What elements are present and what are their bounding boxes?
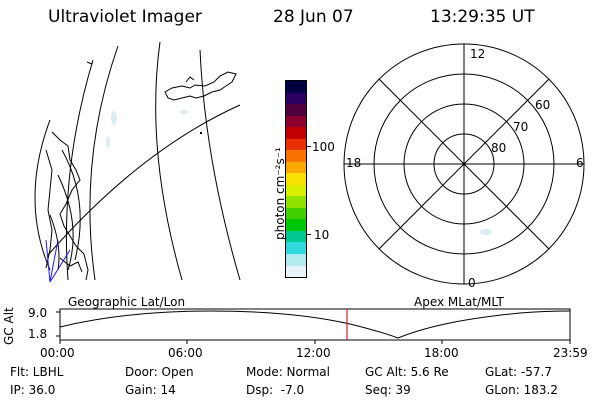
mlt-label-6: 6 [576,156,584,170]
x-tick-1200: 12:00 [296,346,331,360]
mlat-label-70: 70 [513,120,529,134]
colorbar-band [286,207,306,220]
meridian-line [199,49,241,281]
emission-spot [111,111,117,125]
coastline [59,257,83,273]
colorbar-band [286,219,306,231]
x-tick-2359: 23:59 [553,346,588,360]
timeline-left-title: Geographic Lat/Lon [68,295,186,309]
glat-info: GLat: -57.7 [485,365,552,379]
colorbar-band [286,115,306,128]
polar-diagonal [378,78,550,250]
x-tick-0000: 00:00 [40,346,75,360]
meridian-line [65,59,94,281]
coastline [185,76,195,83]
timeline-y-tick-1-8: 1.8 [28,327,48,341]
mlt-label-18: 18 [346,156,362,170]
timeline-frame [59,308,571,341]
mlt-label-12: 12 [470,47,486,61]
colorbar [285,80,307,278]
colorbar-band [286,81,306,93]
colorbar-band [286,265,306,277]
parallel-line [49,214,60,271]
filter-info: Flt: LBHL [10,365,64,379]
meridian-line [89,45,119,281]
x-tick-1800: 18:00 [424,346,459,360]
colorbar-band [286,104,306,116]
colorbar-band [286,196,306,208]
mlat-label-80: 80 [491,141,507,155]
mlat-label-60: 60 [535,98,551,112]
colorbar-band [286,253,306,266]
colorbar-band [286,92,306,105]
parallel-line [47,104,241,256]
colorbar-band [286,173,306,185]
scan-line [49,239,59,283]
edge-arc [86,61,93,65]
mode-info: Mode: Normal [246,365,330,379]
dsp-info: Dsp: -7.0 [246,383,305,397]
colorbar-band [286,184,306,197]
meridian-line [155,41,183,281]
colorbar-band [286,230,306,243]
emission-spot [106,136,110,148]
time-label: 13:29:35 UT [430,7,535,27]
emission-spot [180,110,188,114]
parallel-line [57,174,74,271]
door-info: Door: Open [125,365,194,379]
colorbar-band [286,242,306,254]
colorbar-tick-mark [307,146,311,147]
date-label: 28 Jun 07 [273,7,354,27]
gc-alt-info: GC Alt: 5.6 Re [365,365,449,379]
colorbar-band [286,150,306,162]
colorbar-tick-10: 10 [314,228,330,242]
colorbar-band [286,138,306,151]
glon-info: GLon: 183.2 [485,383,558,397]
colorbar-tick-mark [307,234,311,235]
timeline-y-tick-9: 9.0 [28,306,48,320]
colorbar-band [286,161,306,174]
altitude-curve [59,310,571,339]
x-tick-0600: 06:00 [168,346,203,360]
coastline [45,149,53,269]
gain-info: Gain: 14 [125,383,176,397]
scan-line [45,239,51,283]
emission-spot [480,229,492,235]
mlt-label-0: 0 [468,276,476,290]
land-dot [200,132,202,134]
scan-line [49,249,71,283]
colorbar-tick-100: 100 [312,140,335,154]
ip-info: IP: 36.0 [10,383,56,397]
colorbar-band [286,127,306,139]
coastline [164,71,237,101]
seq-info: Seq: 39 [365,383,411,397]
instrument-title: Ultraviolet Imager [48,7,202,27]
parallel-line [34,119,51,271]
coastline [51,131,89,281]
timeline-right-title: Apex MLat/MLT [414,295,504,309]
